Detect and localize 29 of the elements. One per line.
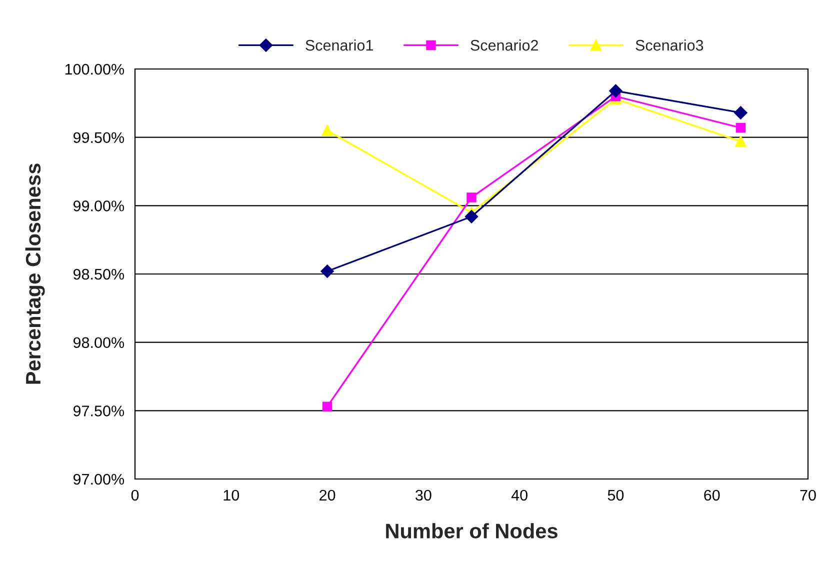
y-tick-label: 100.00% [65,64,124,75]
y-tick-label: 98.00% [73,337,124,348]
point [734,106,748,120]
y-tick-label: 99.50% [73,132,124,144]
x-tick-label: 0 [131,490,139,501]
x-tick-label: 20 [320,490,336,501]
x-tick-label: 70 [800,490,816,501]
legend-label: Scenario2 [470,39,538,51]
y-axis-title: Percentage Closeness [25,164,45,384]
legend-label: Scenario1 [306,39,373,51]
point [322,402,332,412]
x-tick-label: 40 [511,490,528,501]
point [322,124,333,136]
y-tick-label: 97.50% [73,406,124,416]
y-tick-label: 98.50% [73,268,124,280]
point [464,210,478,224]
point [609,84,622,98]
point [320,264,334,278]
point [736,122,746,133]
y-tick-label: 97.00% [73,474,124,485]
y-tick-label: 99.00% [73,200,124,212]
point [735,136,746,147]
x-tick-label: 30 [416,490,432,501]
x-tick-label: 10 [224,490,240,501]
x-axis-title: Number of Nodes [386,523,558,538]
x-tick-label: 60 [704,490,720,501]
x-tick-label: 50 [608,490,624,501]
point [466,192,476,202]
legend-label: Scenario3 [636,39,704,51]
